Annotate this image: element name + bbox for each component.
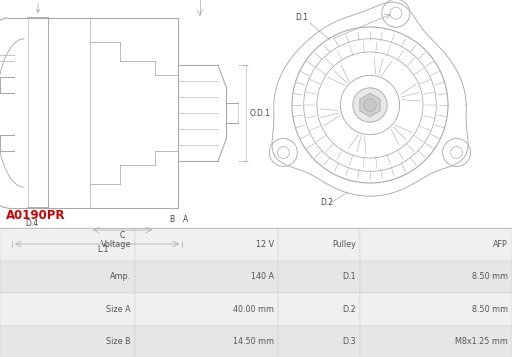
Text: Amp.: Amp. <box>110 272 131 281</box>
Bar <box>0 293 135 326</box>
Bar <box>135 326 278 357</box>
Text: AFP: AFP <box>493 240 508 249</box>
Bar <box>278 293 360 326</box>
Bar <box>278 326 360 357</box>
Text: D.4: D.4 <box>26 219 38 228</box>
Text: D.1: D.1 <box>343 272 356 281</box>
Bar <box>360 261 512 293</box>
Text: Voltage: Voltage <box>101 240 131 249</box>
Text: D.2: D.2 <box>342 305 356 314</box>
Polygon shape <box>360 93 380 117</box>
Text: 140 A: 140 A <box>251 272 274 281</box>
Text: 8.50 mm: 8.50 mm <box>472 272 508 281</box>
Text: A0190PR: A0190PR <box>6 209 66 222</box>
Bar <box>0 261 135 293</box>
Bar <box>135 228 278 261</box>
Text: L.1: L.1 <box>97 245 109 254</box>
Text: Size A: Size A <box>106 305 131 314</box>
Bar <box>360 293 512 326</box>
Bar <box>135 261 278 293</box>
Text: 14.50 mm: 14.50 mm <box>233 337 274 347</box>
Text: Pulley: Pulley <box>332 240 356 249</box>
Text: D.3: D.3 <box>343 337 356 347</box>
Text: M8x1.25 mm: M8x1.25 mm <box>455 337 508 347</box>
Text: 40.00 mm: 40.00 mm <box>233 305 274 314</box>
Bar <box>0 326 135 357</box>
Bar <box>135 293 278 326</box>
Bar <box>278 228 360 261</box>
Text: 8.50 mm: 8.50 mm <box>472 305 508 314</box>
Circle shape <box>364 99 376 111</box>
Text: B: B <box>169 215 175 224</box>
Bar <box>278 261 360 293</box>
Circle shape <box>353 88 387 122</box>
Text: D.1: D.1 <box>295 13 308 22</box>
Text: D.3: D.3 <box>31 0 45 12</box>
Text: A: A <box>183 215 188 224</box>
Bar <box>0 228 135 261</box>
Text: Size B: Size B <box>106 337 131 347</box>
Text: O.D.1: O.D.1 <box>250 109 271 117</box>
Text: 12 V: 12 V <box>256 240 274 249</box>
Bar <box>360 326 512 357</box>
Text: C: C <box>120 231 125 240</box>
Text: D.2: D.2 <box>320 198 333 207</box>
Bar <box>360 228 512 261</box>
